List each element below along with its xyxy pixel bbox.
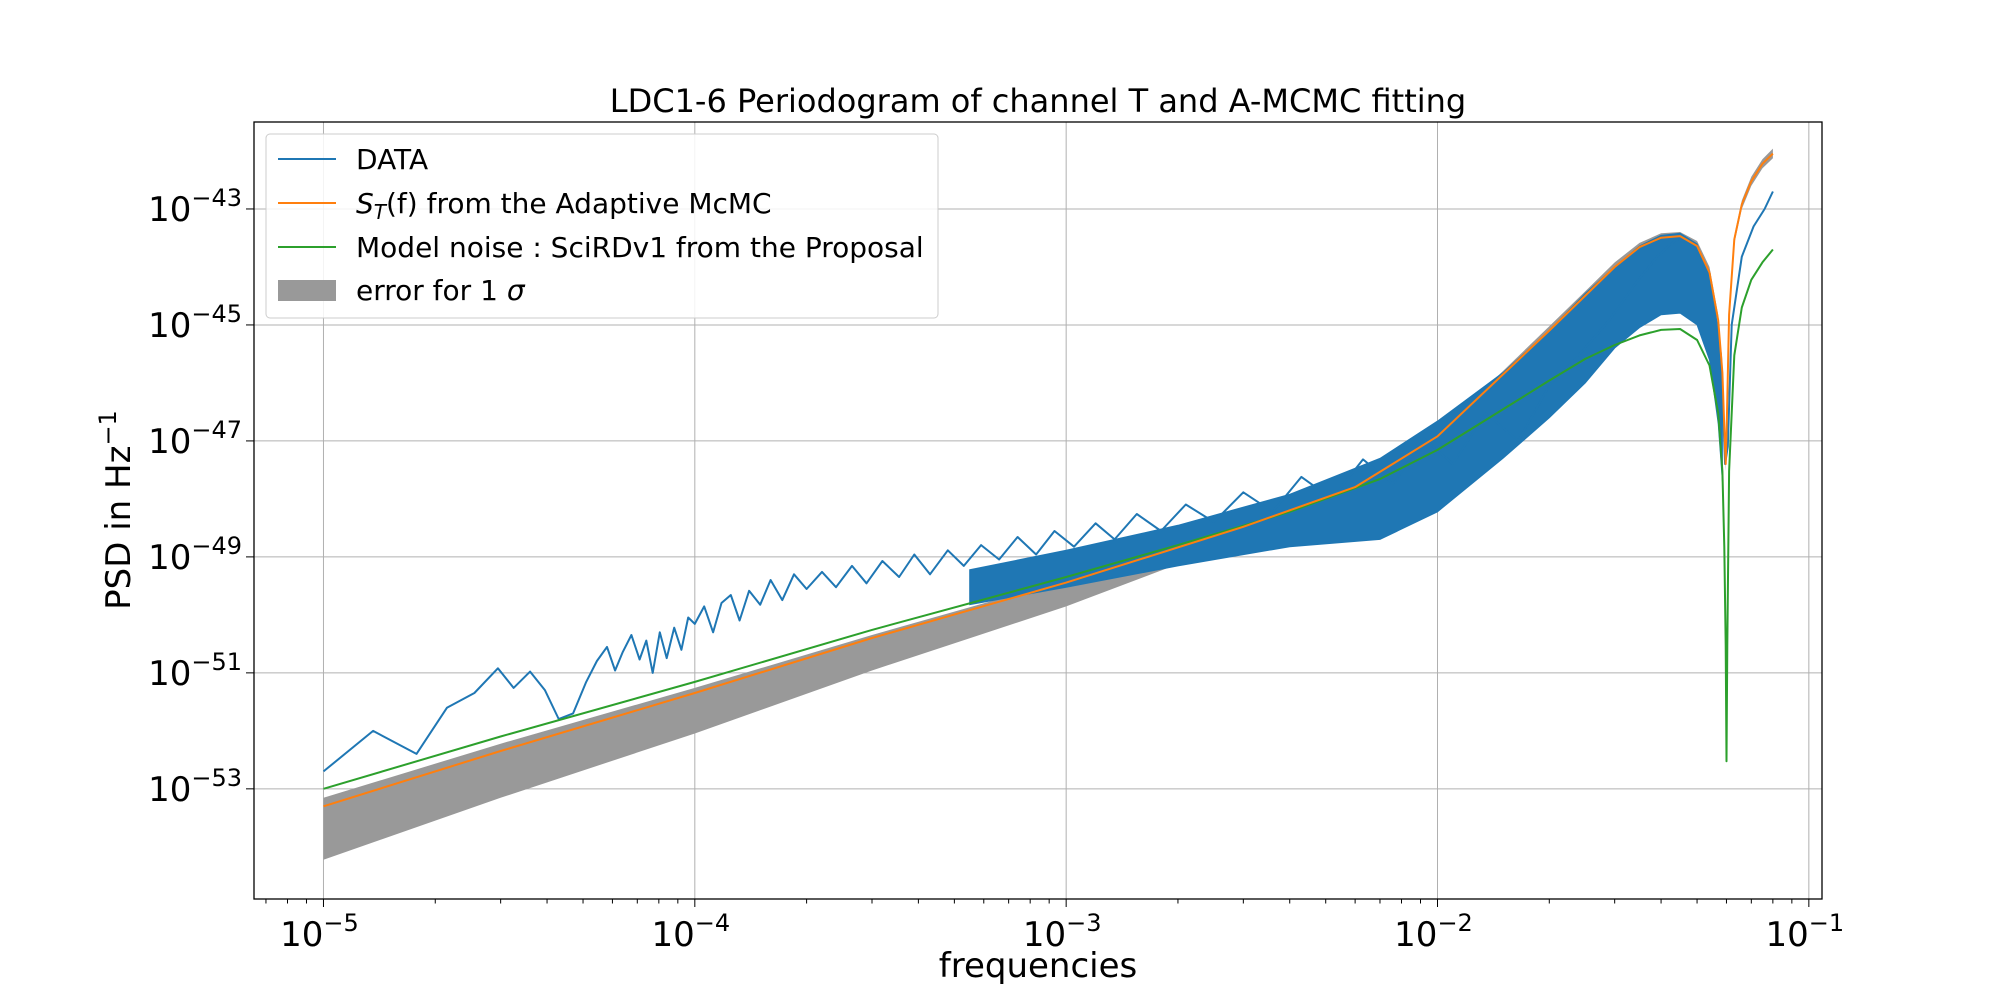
legend-label-st: ST(f) from the Adaptive McMC [356, 187, 772, 224]
plot-frame [253, 121, 1823, 900]
x-tick-label-0: 10−5 [280, 909, 359, 955]
chart-title: LDC1-6 Periodogram of channel T and A-MC… [610, 82, 1466, 120]
legend-label-st-rest: (f) from the Adaptive McMC [386, 187, 772, 220]
st-series-line [323, 152, 1774, 808]
y-axis-label-text: PSD in Hz [99, 446, 139, 610]
x-axis-label: frequencies [939, 946, 1138, 986]
model-noise-series-line [323, 248, 1774, 790]
legend-label-model: Model noise : SciRDv1 from the Proposal [356, 231, 924, 264]
legend-frame [265, 133, 939, 319]
legend-swatch-error [278, 280, 336, 301]
legend-label-st-symbol: S [356, 187, 374, 220]
legend-label-st-subscript: T [374, 200, 388, 224]
y-axis-label: PSD in Hz−1 [94, 410, 139, 610]
y-tick-label-0: 10−53 [148, 764, 242, 810]
x-tick-label-1: 10−4 [651, 909, 730, 955]
y-tick-label-5: 10−43 [148, 184, 242, 230]
y-tick-label-2: 10−49 [148, 532, 242, 578]
series-layer [322, 152, 1774, 808]
legend-label-error: error for 1 σ [356, 274, 526, 307]
y-tick-label-4: 10−45 [148, 300, 242, 346]
x-tick-label-3: 10−2 [1394, 909, 1473, 955]
error-band-layer [323, 148, 1773, 860]
data-series-line [322, 191, 1774, 773]
error-band-1-sigma [323, 148, 1773, 860]
x-tick-label-2: 10−3 [1023, 909, 1102, 955]
y-axis: 10−53 10−51 10−49 10−47 10−45 10−43 [148, 184, 254, 810]
y-tick-label-3: 10−47 [148, 416, 242, 462]
y-tick-label-1: 10−51 [148, 648, 242, 694]
legend: DATA ST(f) from the Adaptive McMC Model … [265, 133, 939, 319]
legend-label-data: DATA [356, 143, 428, 176]
x-axis: 10−5 10−4 10−3 10−2 10−1 [265, 899, 1845, 955]
legend-label-error-text: error for 1 [356, 274, 507, 307]
y-axis-label-exponent: −1 [94, 410, 122, 445]
x-tick-label-4: 10−1 [1766, 909, 1845, 955]
legend-label-error-sigma: σ [507, 274, 526, 307]
